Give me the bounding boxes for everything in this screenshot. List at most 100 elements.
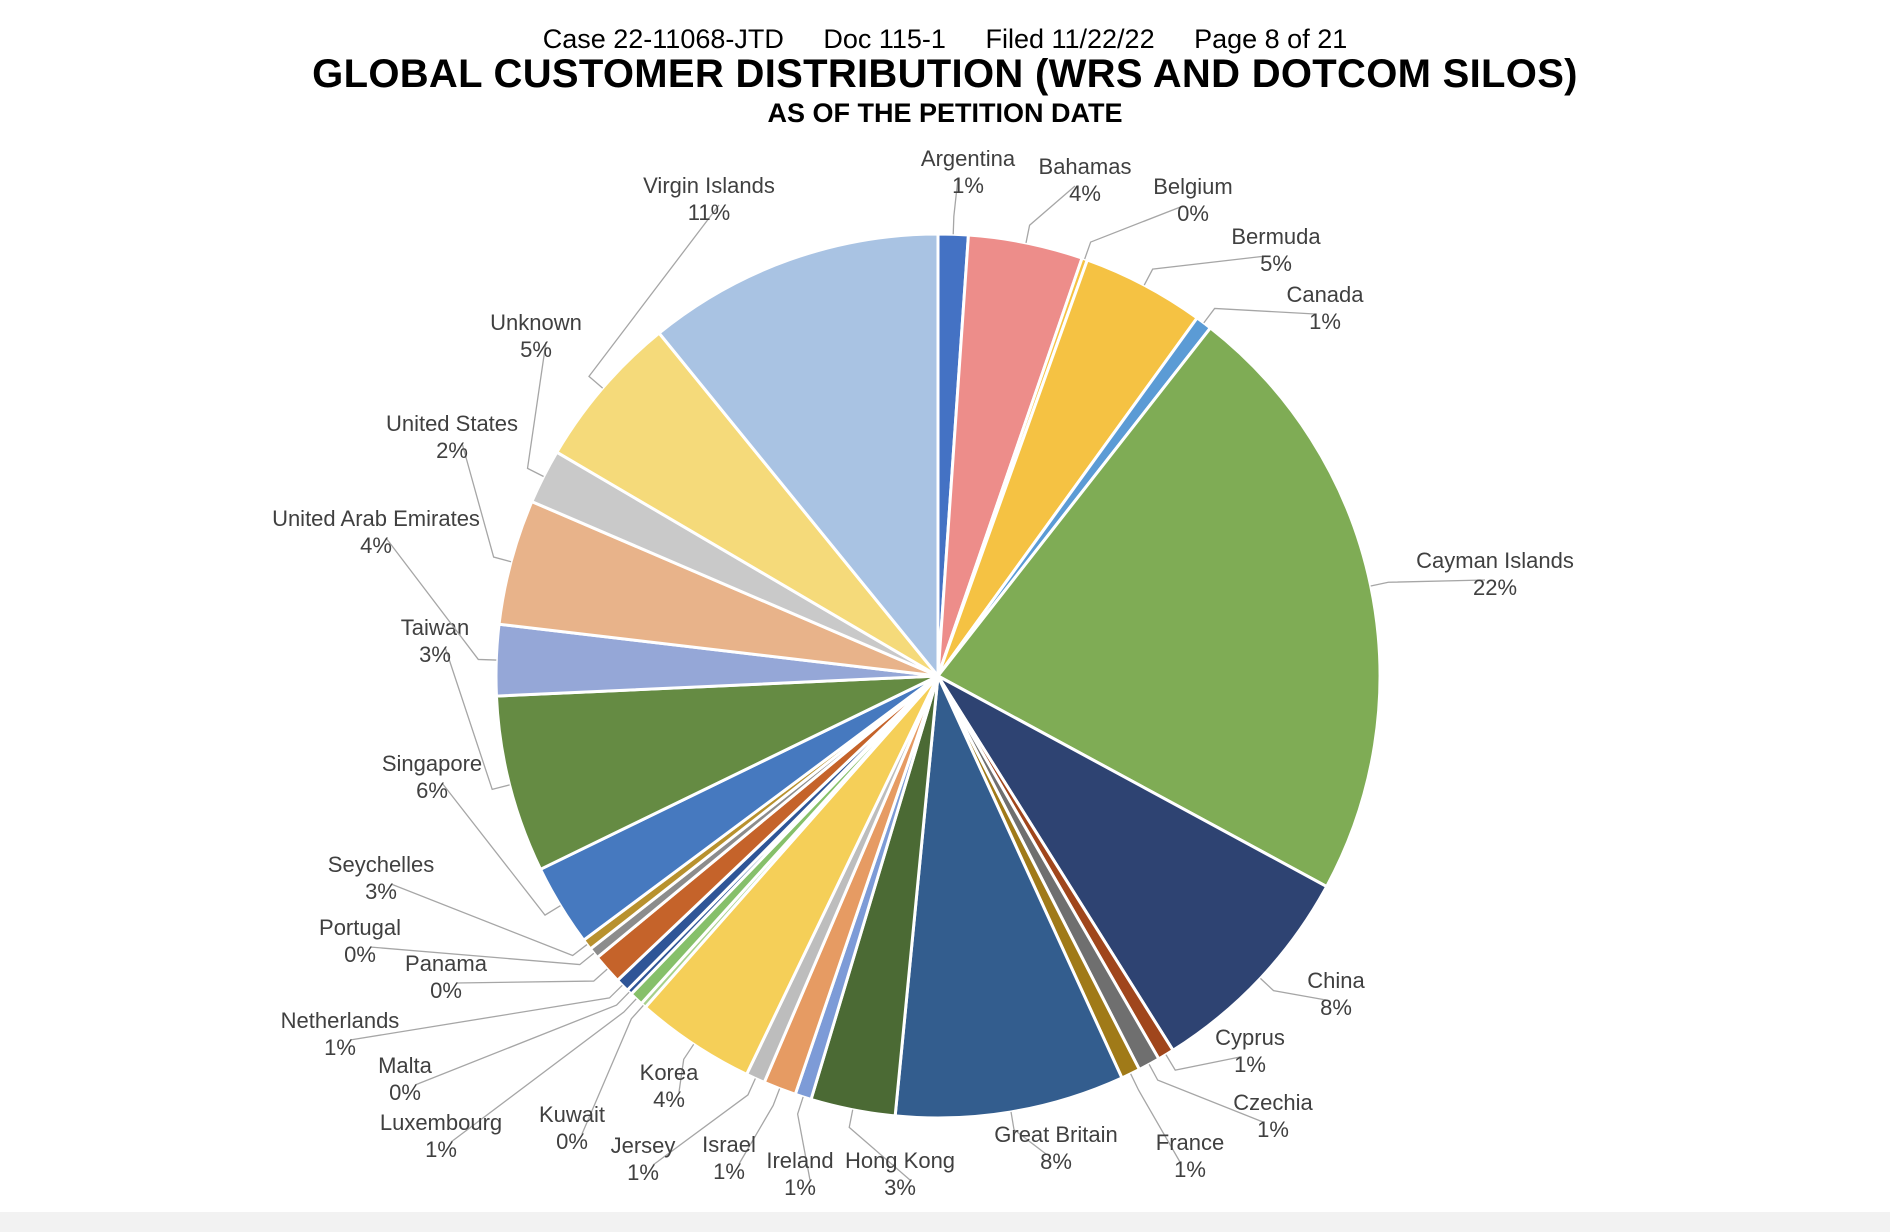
leader-line (1259, 977, 1327, 1001)
slice-label-percent: 6% (416, 778, 448, 803)
slice-label: Portugal 0% (319, 915, 401, 967)
slice-label: Singapore 6% (382, 751, 482, 803)
leader-line (1143, 255, 1267, 286)
slice-label-name: Argentina (921, 146, 1016, 171)
case-header: Case 22-11068-JTD Doc 115-1 Filed 11/22/… (0, 24, 1890, 55)
slice-label: Argentina 1% (921, 146, 1016, 198)
leader-line (369, 946, 595, 966)
slice-label-name: Jersey (611, 1133, 676, 1158)
leader-line (441, 782, 561, 916)
slice-label-percent: 1% (1309, 309, 1341, 334)
slice-label: Virgin Islands 11% (643, 173, 775, 225)
leader-line (349, 984, 623, 1041)
slice-label-name: Belgium (1153, 174, 1232, 199)
pie-slice-china (933, 671, 1329, 1053)
pie-slice-virgin-islands (554, 330, 940, 678)
slice-label: Seychelles 3% (328, 852, 434, 904)
slice-label: Panama 0% (405, 951, 488, 1003)
slice-label-percent: 8% (1040, 1149, 1072, 1174)
slice-label-name: Malta (378, 1053, 433, 1078)
slice-label: Taiwan 3% (401, 615, 469, 667)
slice-label-percent: 0% (430, 978, 462, 1003)
slice-label-name: Virgin Islands (643, 173, 775, 198)
slice-label-percent: 0% (344, 942, 376, 967)
leader-line (1084, 205, 1184, 260)
slice-label-name: United Arab Emirates (272, 506, 480, 531)
slice-label-name: Korea (640, 1060, 699, 1085)
slice-label: France 1% (1156, 1130, 1224, 1182)
pie-slice-unlabeled (656, 232, 940, 681)
leader-line (526, 341, 547, 478)
leader-line (1025, 185, 1076, 243)
slice-label-name: Kuwait (539, 1102, 605, 1127)
slice-label-percent: 2% (436, 438, 468, 463)
slice-label-percent: 0% (1177, 201, 1209, 226)
slice-label-percent: 1% (1234, 1052, 1266, 1077)
leader-line (414, 991, 630, 1086)
slice-label-name: Portugal (319, 915, 401, 940)
slice-label: Belgium 0% (1153, 174, 1232, 226)
slice-label-percent: 11% (688, 200, 730, 225)
slice-label-name: Panama (405, 951, 488, 976)
slice-label-percent: 0% (389, 1080, 421, 1105)
filed-date: Filed 11/22/22 (985, 24, 1155, 54)
slice-label-name: Luxembourg (380, 1110, 502, 1135)
leader-line (1148, 1063, 1264, 1123)
page-number: Page 8 of 21 (1194, 24, 1348, 54)
slice-label-name: China (1307, 968, 1365, 993)
slice-label: Hong Kong 3% (845, 1148, 955, 1200)
slice-label-percent: 1% (952, 173, 984, 198)
slice-label-name: Bermuda (1231, 224, 1321, 249)
slice-label: Bermuda 5% (1231, 224, 1321, 276)
slice-label-percent: 4% (653, 1087, 685, 1112)
slice-label-name: Netherlands (281, 1008, 400, 1033)
slice-label-name: Ireland (766, 1148, 833, 1173)
slice-label-percent: 5% (1260, 251, 1292, 276)
slice-label: United Arab Emirates 4% (272, 506, 480, 558)
leader-line (588, 204, 720, 389)
slice-label: China 8% (1307, 968, 1365, 1020)
slice-label-percent: 3% (365, 879, 397, 904)
slice-label: Luxembourg 1% (380, 1110, 502, 1162)
slice-label-percent: 22% (1473, 575, 1517, 600)
leader-line (1130, 1073, 1181, 1163)
leader-line (461, 442, 512, 563)
slice-label: Kuwait 0% (539, 1102, 605, 1154)
slice-label-percent: 3% (884, 1175, 916, 1200)
slice-label: Cyprus 1% (1215, 1025, 1285, 1077)
leader-line (1370, 579, 1486, 587)
doc-number: Doc 115-1 (823, 24, 946, 54)
slice-label-percent: 1% (324, 1035, 356, 1060)
slice-label-percent: 4% (360, 533, 392, 558)
slice-label: Jersey 1% (611, 1133, 676, 1185)
leader-line (952, 177, 959, 235)
leader-line (444, 646, 510, 791)
slice-label-name: Bahamas (1039, 154, 1132, 179)
leader-line (1203, 307, 1316, 324)
slice-label-name: Cyprus (1215, 1025, 1285, 1050)
leader-line (581, 1004, 644, 1135)
slice-label-name: Czechia (1233, 1090, 1313, 1115)
slice-label-percent: 1% (784, 1175, 816, 1200)
slice-label-percent: 8% (1320, 995, 1352, 1020)
slice-label-percent: 3% (419, 642, 451, 667)
slice-label-percent: 0% (556, 1129, 588, 1154)
slice-label-name: Taiwan (401, 615, 469, 640)
page-bottom-edge (0, 1212, 1890, 1232)
slice-label-name: Seychelles (328, 852, 434, 877)
slice-label-name: France (1156, 1130, 1224, 1155)
slice-label-name: Canada (1286, 282, 1364, 307)
leader-line (678, 1043, 695, 1093)
slice-label-percent: 4% (1069, 181, 1101, 206)
slice-label: Malta 0% (378, 1053, 433, 1105)
slice-label: Unknown 5% (490, 310, 582, 362)
slice-label-percent: 1% (1174, 1157, 1206, 1182)
slice-label: Korea 4% (640, 1060, 699, 1112)
slice-label-percent: 1% (1257, 1117, 1289, 1142)
leader-line (450, 998, 637, 1143)
slice-label-name: Israel (702, 1132, 756, 1157)
slice-label: Canada 1% (1286, 282, 1364, 334)
slice-label-name: Great Britain (994, 1122, 1118, 1147)
slice-label: Czechia 1% (1233, 1090, 1313, 1142)
